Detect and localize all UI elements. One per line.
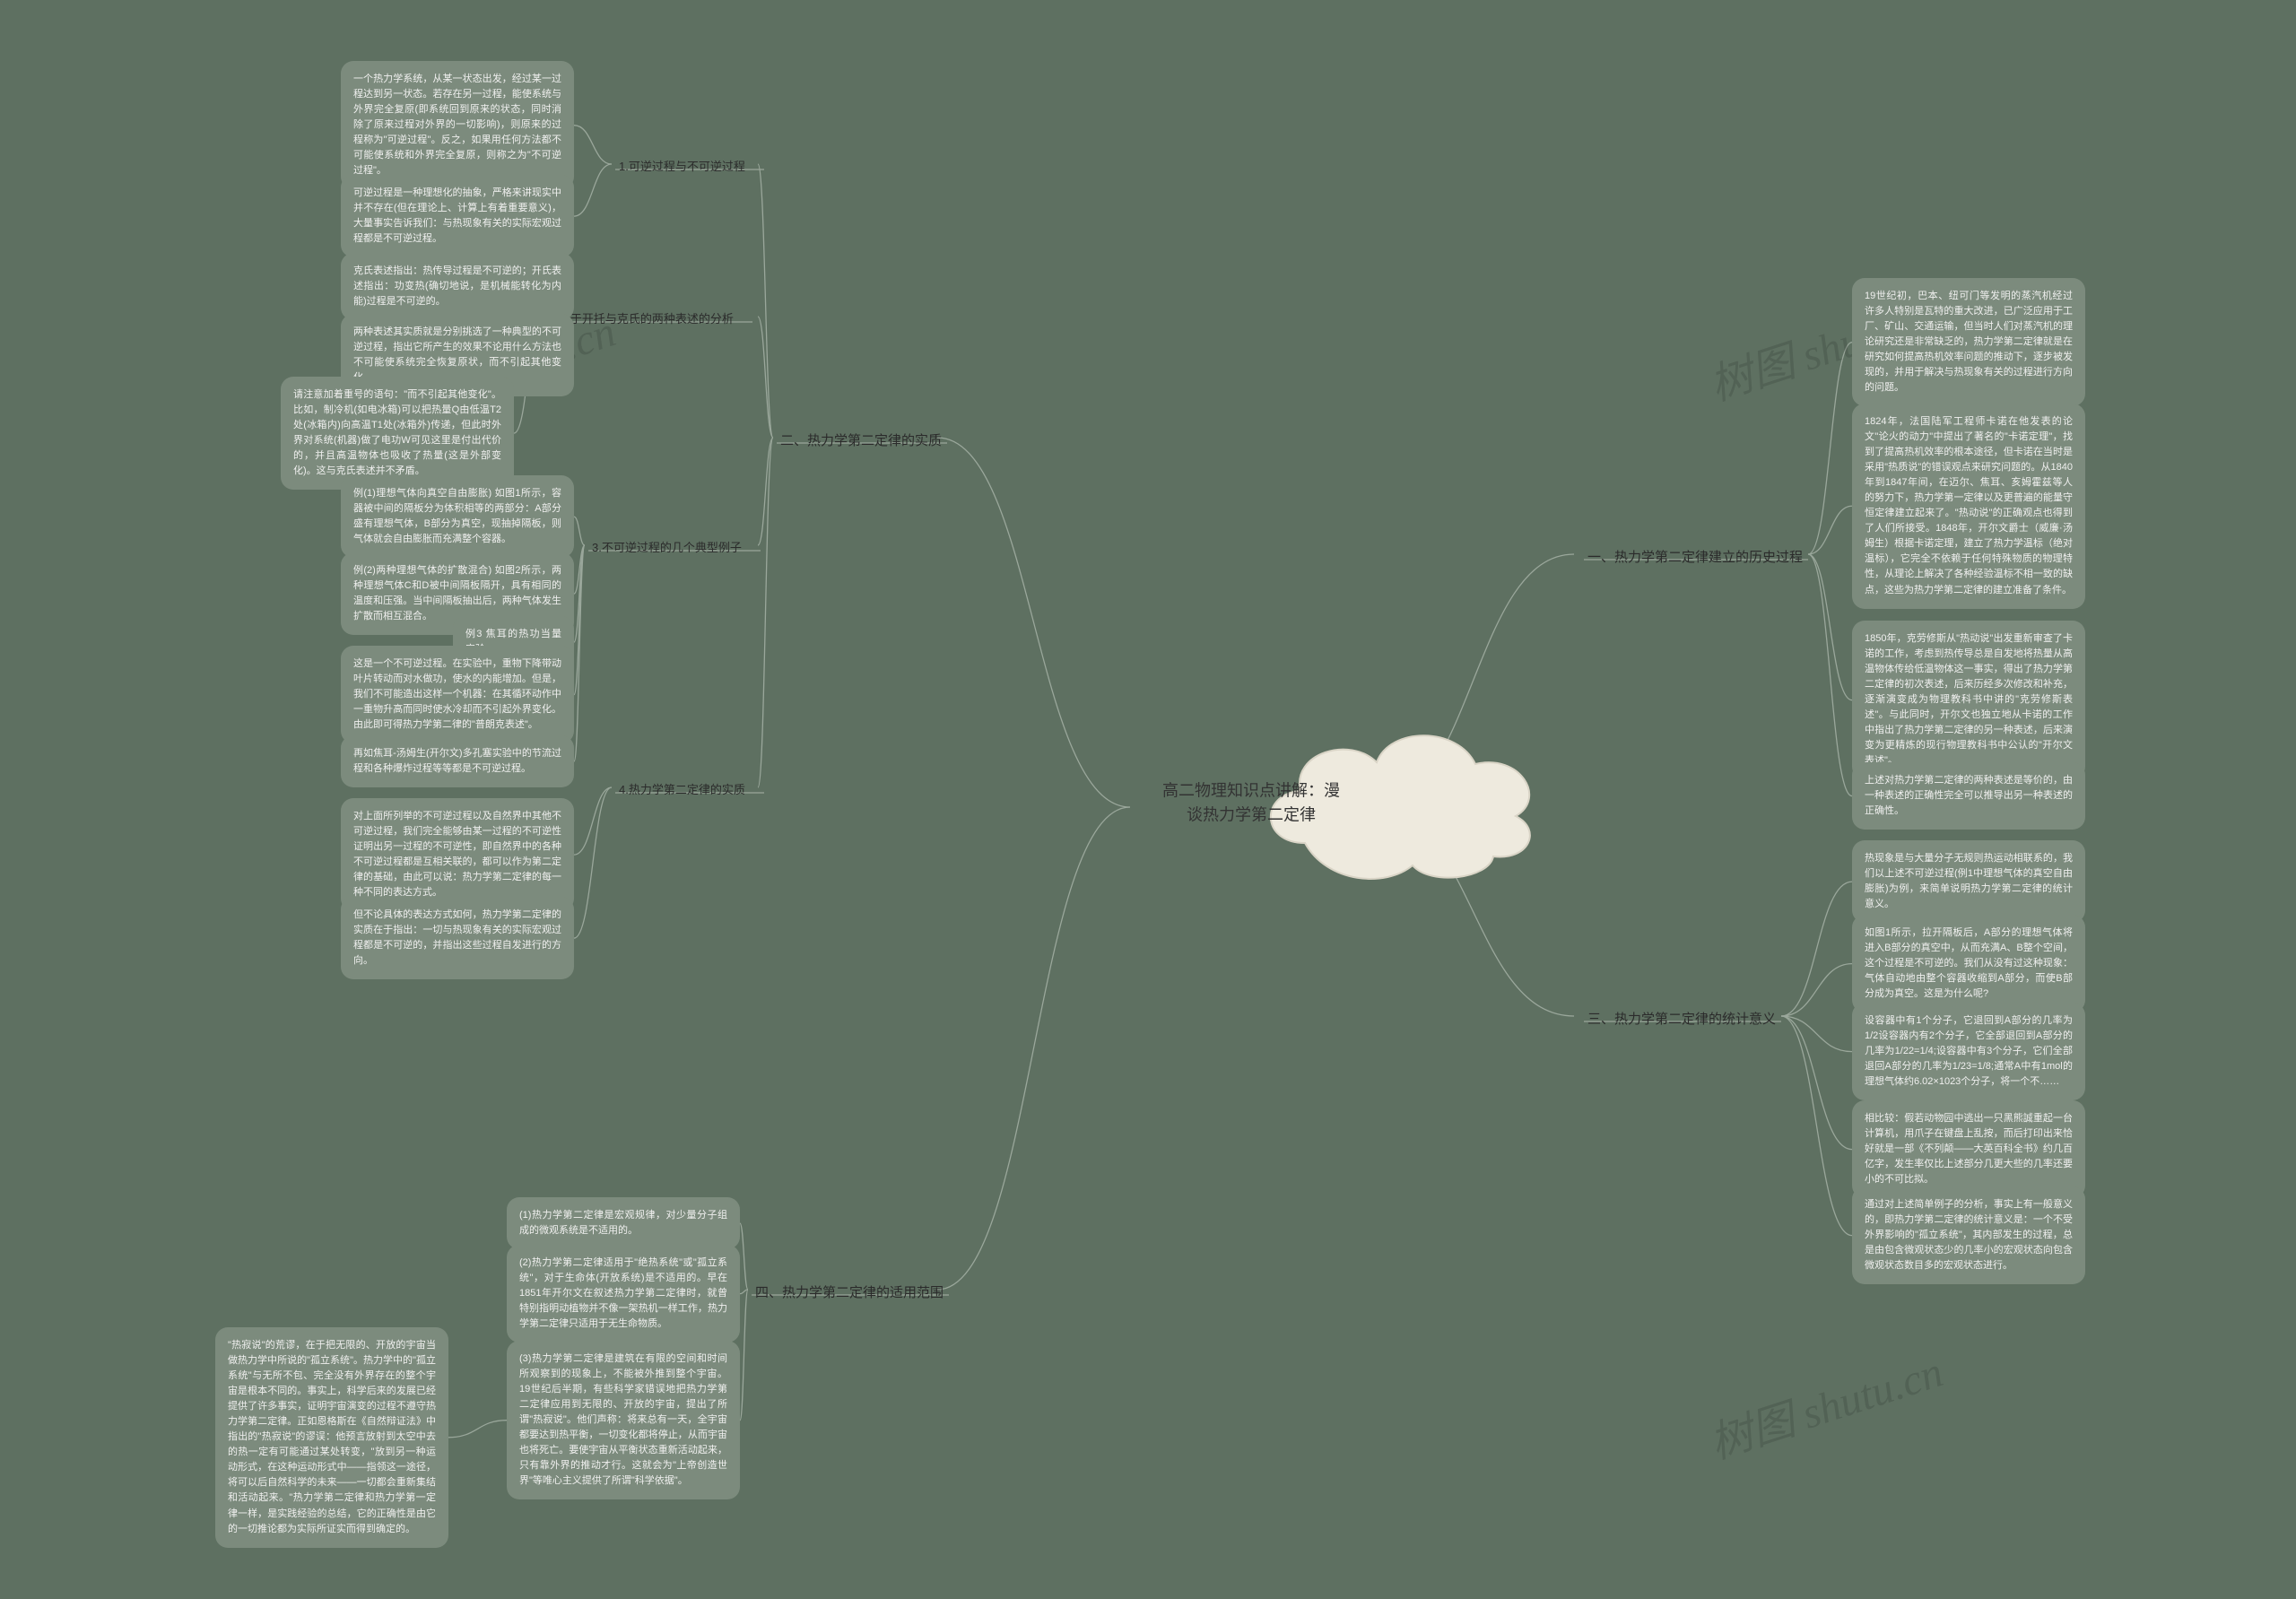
leaf-node: 例(1)理想气体向真空自由膨胀) 如图1所示，容器被中间的隔板分为体积相等的两部… (341, 475, 574, 558)
center-title-line1: 高二物理知识点讲解：漫 (1162, 781, 1340, 799)
leaf-node: 这是一个不可逆过程。在实验中，重物下降带动叶片转动而对水做功，使水的内能增加。但… (341, 646, 574, 743)
leaf-node: (2)热力学第二定律适用于"绝热系统"或"孤立系统"，对于生命体(开放系统)是不… (507, 1245, 740, 1343)
branch-label: 三、热力学第二定律的统计意义 (1587, 1009, 1776, 1028)
center-title: 高二物理知识点讲解：漫 谈热力学第二定律 (1161, 778, 1341, 827)
branch-label: 四、热力学第二定律的适用范围 (755, 1282, 944, 1301)
leaf-node: 上述对热力学第二定律的两种表述是等价的，由一种表述的正确性完全可以推导出另一种表… (1852, 762, 2085, 830)
center-node: 高二物理知识点讲解：漫 谈热力学第二定律 (1103, 708, 1399, 888)
branch-label: 二、热力学第二定律的实质 (780, 430, 942, 449)
leaf-node: 设容器中有1个分子，它退回到A部分的几率为1/2设容器内有2个分子，它全部退回到… (1852, 1003, 2085, 1100)
leaf-node: 通过对上述简单例子的分析，事实上有一般意义的，即热力学第二定律的统计意义是：一个… (1852, 1186, 2085, 1284)
center-title-line2: 谈热力学第二定律 (1187, 805, 1316, 823)
leaf-node: 请注意加着重号的语句："而不引起其他变化"。比如，制冷机(如电冰箱)可以把热量Q… (281, 377, 514, 490)
leaf-node: 可逆过程是一种理想化的抽象，严格来讲现实中并不存在(但在理论上、计算上有着重要意… (341, 175, 574, 257)
leaf-node: "热寂说"的荒谬，在于把无限的、开放的宇宙当做热力学中所说的"孤立系统"。热力学… (215, 1327, 448, 1548)
leaf-node: 1824年，法国陆军工程师卡诺在他发表的论文"论火的动力"中提出了著名的"卡诺定… (1852, 404, 2085, 609)
leaf-node: 对上面所列举的不可逆过程以及自然界中其他不可逆过程，我们完全能够由某一过程的不可… (341, 798, 574, 911)
leaf-node: (1)热力学第二定律是宏观规律，对少量分子组成的微观系统是不适用的。 (507, 1197, 740, 1249)
leaf-node: 克氏表述指出：热传导过程是不可逆的；开氏表述指出：功变热(确切地说，是机械能转化… (341, 253, 574, 320)
watermark: 树图 shutu.cn (1700, 1336, 1950, 1471)
leaf-node: 但不论具体的表达方式如何，热力学第二定律的实质在于指出：一切与热现象有关的实际宏… (341, 897, 574, 979)
leaf-node: 热现象是与大量分子无规则热运动相联系的，我们以上述不可逆过程(例1中理想气体的真… (1852, 840, 2085, 923)
sub-branch-label: 2.对于开托与克氏的两种表述的分析 (549, 309, 734, 326)
leaf-node: (3)热力学第二定律是建筑在有限的空间和时间所观察到的现象上，不能被外推到整个宇… (507, 1341, 740, 1499)
leaf-node: 一个热力学系统，从某一状态出发，经过某一过程达到另一状态。若存在另一过程，能使系… (341, 61, 574, 189)
leaf-node: 如图1所示，拉开隔板后，A部分的理想气体将进入B部分的真空中，从而充满A、B整个… (1852, 915, 2085, 1012)
leaf-node: 再如焦耳-汤姆生(开尔文)多孔塞实验中的节流过程和各种爆炸过程等等都是不可逆过程… (341, 735, 574, 787)
sub-branch-label: 3.不可逆过程的几个典型例子 (592, 538, 742, 555)
sub-branch-label: 1.可逆过程与不可逆过程 (619, 157, 745, 174)
sub-branch-label: 4.热力学第二定律的实质 (619, 780, 745, 797)
leaf-node: 相比较：假若动物园中逃出一只黑熊誠重起一台计算机，用爪子在键盘上乱按，而后打印出… (1852, 1100, 2085, 1198)
branch-label: 一、热力学第二定律建立的历史过程 (1587, 547, 1803, 566)
leaf-node: 1850年，克劳修斯从"热动说"出发重新审查了卡诺的工作，考虑到热传导总是自发地… (1852, 621, 2085, 779)
leaf-node: 19世纪初，巴本、纽可门等发明的蒸汽机经过许多人特别是瓦特的重大改进，已广泛应用… (1852, 278, 2085, 406)
